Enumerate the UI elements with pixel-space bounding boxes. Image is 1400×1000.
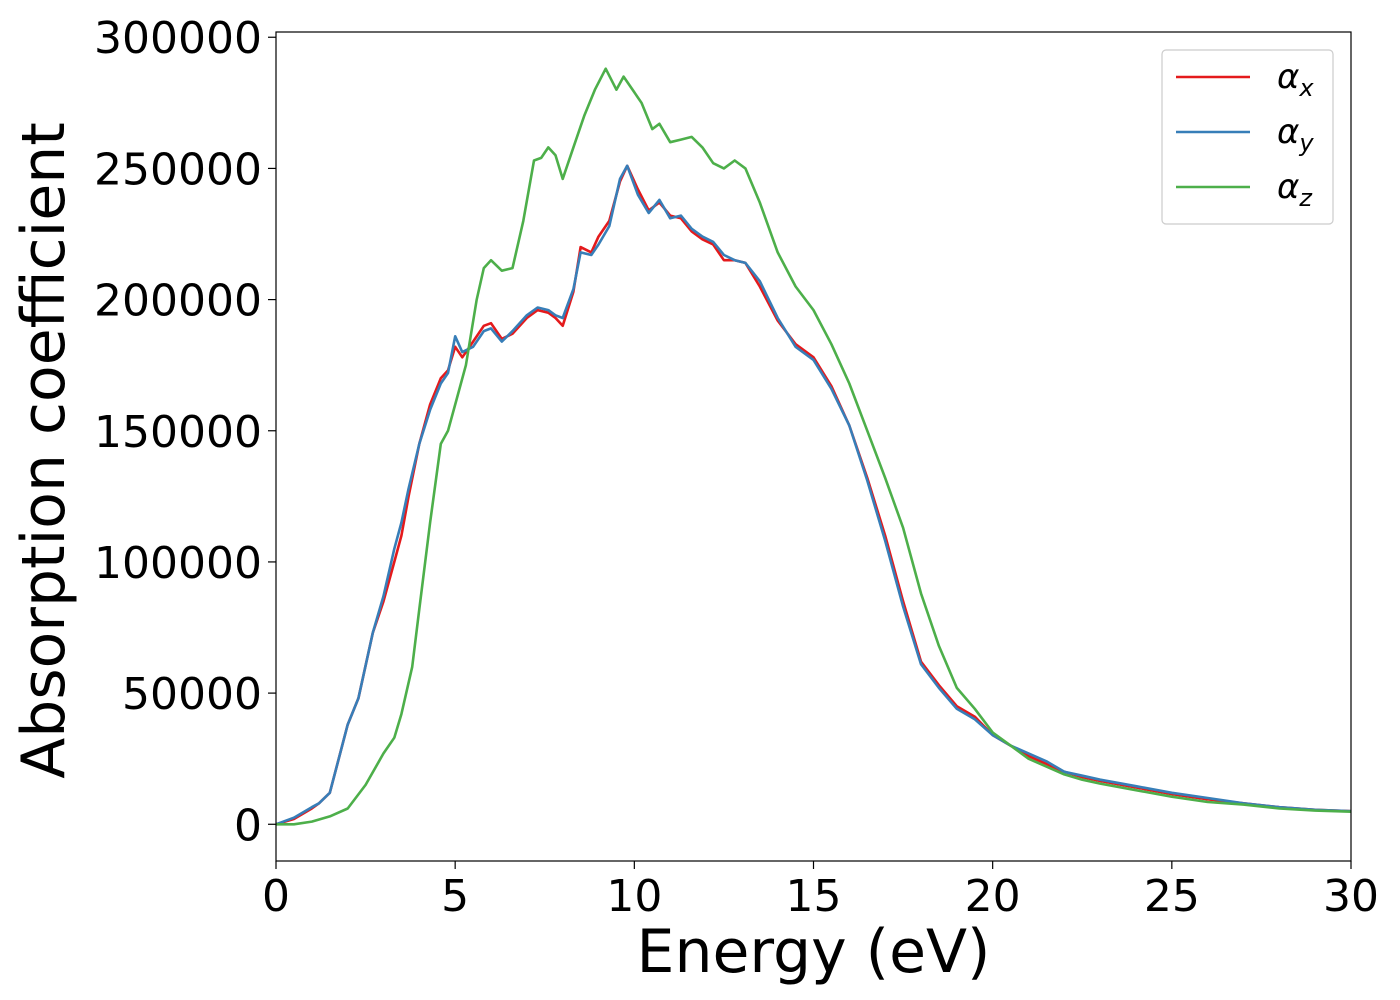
x-tick-label: 10 [606,871,662,922]
x-tick-label: 30 [1323,871,1379,922]
y-tick-label: 300000 [94,13,262,64]
legend: αx αy αz [1161,49,1334,225]
series-line-x [275,164,1352,826]
x-tick-label: 5 [441,871,469,922]
y-tick-label: 50000 [122,669,262,720]
y-tick-label: 250000 [94,144,262,195]
x-axis-ticks: 0 5 10 15 20 25 30 [262,861,1379,922]
y-axis-label: Absorption coefficient [9,122,79,779]
y-tick-label: 0 [234,800,262,851]
y-tick-label: 200000 [94,276,262,327]
x-tick-label: 20 [965,871,1021,922]
y-tick-label: 150000 [94,407,262,458]
legend-label-y: αy [1277,112,1314,157]
y-tick-label: 100000 [94,538,262,589]
y-axis-ticks: 0 50000 100000 150000 200000 250000 300000 [94,13,276,851]
series-line-y [275,164,1352,826]
x-axis-label: Energy (eV) [637,917,991,987]
series-layer [275,67,1352,826]
legend-label-x: αx [1277,57,1314,102]
legend-box [1161,49,1334,225]
x-tick-label: 0 [262,871,290,922]
x-tick-label: 15 [786,871,842,922]
legend-label-z: αz [1277,167,1313,212]
series-line-z [276,67,1352,826]
x-tick-label: 25 [1144,871,1200,922]
